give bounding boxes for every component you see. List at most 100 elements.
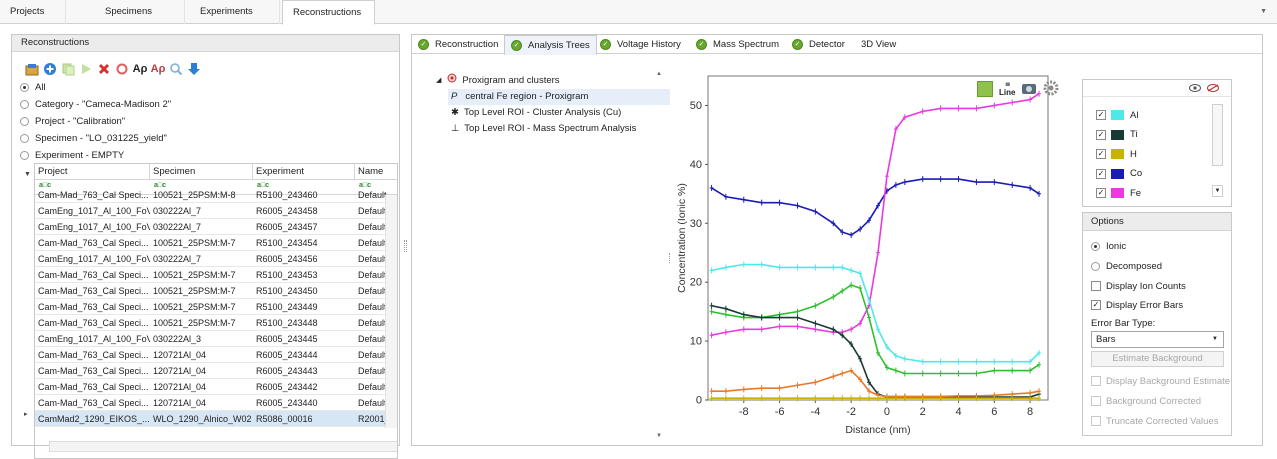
checkbox[interactable]: ✓ xyxy=(1096,110,1106,120)
column-header-name[interactable]: Name xyxy=(358,166,384,177)
table-row[interactable]: CamEng_1017_Al_100_FoV 030222Al_7 R6005_24… xyxy=(35,219,397,235)
estimate-background-button[interactable]: Estimate Background xyxy=(1091,351,1224,367)
table-row[interactable]: CamEng_1017_Al_100_FoV 030222Al_7 R6005_24… xyxy=(35,251,397,267)
chevron-down-icon[interactable]: ▼ xyxy=(1260,8,1267,15)
radio-button[interactable] xyxy=(20,134,29,143)
tree-node-proxigram[interactable]: P central Fe region - Proxigram xyxy=(448,89,670,105)
checkbox[interactable]: ✓ xyxy=(1096,168,1106,179)
splitter-handle[interactable] xyxy=(404,240,407,252)
option-display-background-estimate[interactable]: Display Background Estimate xyxy=(1091,374,1230,388)
filter-experiment[interactable]: Experiment - EMPTY xyxy=(20,148,124,163)
legend-item[interactable]: ✓ Co xyxy=(1096,166,1142,182)
filter-cell[interactable]: a□c xyxy=(39,182,52,189)
checkbox[interactable] xyxy=(1091,416,1101,426)
tab-experiments[interactable]: Experiments xyxy=(190,0,280,24)
checkbox[interactable]: ✓ xyxy=(1091,300,1101,310)
table-row[interactable]: Cam-Mad_763_Cal Speci... 100521_25PSM:M-7… xyxy=(35,235,397,251)
checkbox[interactable]: ✓ xyxy=(1096,149,1106,159)
table-row[interactable]: Cam-Mad_763_Cal Speci... 120721Al_04 R6005… xyxy=(35,363,397,379)
tab-analysis-trees[interactable]: ✓ Analysis Trees xyxy=(504,35,597,55)
checkbox[interactable] xyxy=(1091,396,1101,406)
radio-button[interactable] xyxy=(20,83,29,92)
table-row[interactable]: Cam-Mad_763_Cal Speci... 120721Al_04 R6005… xyxy=(35,347,397,363)
option-background-corrected[interactable]: Background Corrected xyxy=(1091,394,1201,408)
checkbox[interactable]: ✓ xyxy=(1096,129,1106,140)
column-header-experiment[interactable]: Experiment xyxy=(253,164,355,180)
refresh-icon[interactable] xyxy=(114,61,130,77)
download-icon[interactable] xyxy=(186,61,202,77)
option-display-ion-counts[interactable]: Display Ion Counts xyxy=(1091,279,1186,293)
radio-button[interactable] xyxy=(20,151,29,160)
copy-icon[interactable] xyxy=(60,61,76,77)
add-icon[interactable] xyxy=(42,61,58,77)
table-row[interactable]: CamEng_1017_Al_100_FoV 030222Al_3 R6005_24… xyxy=(35,331,397,347)
table-row[interactable]: Cam-Mad_763_Cal Speci... 100521_25PSM:M-7… xyxy=(35,299,397,315)
table-row[interactable]: CamMad2_1290_EIKOS_... WLO_1290_Alnico_W0… xyxy=(35,411,397,427)
option-ionic[interactable]: Ionic xyxy=(1091,239,1126,253)
radio-button[interactable] xyxy=(1091,241,1100,251)
tree-node-mass-spectrum[interactable]: ⊥ Top Level ROI - Mass Spectrum Analysis xyxy=(448,121,636,137)
legend-item[interactable]: ✓ H xyxy=(1096,146,1137,162)
scroll-up-icon[interactable]: ▲ xyxy=(656,71,662,77)
radio-button[interactable] xyxy=(1091,261,1100,271)
tab-voltage-history[interactable]: ✓ Voltage History xyxy=(600,35,681,54)
gear-icon[interactable] xyxy=(1043,80,1059,98)
option-decomposed[interactable]: Decomposed xyxy=(1091,259,1162,273)
table-row[interactable]: CamEng_1017_Al_100_FoV 030222Al_7 R6005_24… xyxy=(35,203,397,219)
tab-mass-spectrum[interactable]: ✓ Mass Spectrum xyxy=(696,35,779,54)
tree-node-cluster[interactable]: ✱ Top Level ROI - Cluster Analysis (Cu) xyxy=(448,105,621,121)
checkbox[interactable] xyxy=(1091,281,1101,291)
ap-edit-icon[interactable]: Aρ xyxy=(150,63,166,75)
scroll-down-icon[interactable]: ▼ xyxy=(656,433,662,439)
tab-3d-view[interactable]: 3D View xyxy=(861,35,896,54)
tab-reconstructions[interactable]: Reconstructions xyxy=(282,0,375,25)
filter-cell[interactable]: a□c xyxy=(359,182,372,189)
tab-projects[interactable]: Projects xyxy=(0,0,66,24)
table-row[interactable]: Cam-Mad_763_Cal Speci... 120721Al_04 R6005… xyxy=(35,395,397,411)
error-bar-type-select[interactable]: Bars ▼ xyxy=(1091,331,1224,348)
checkbox[interactable] xyxy=(1091,376,1101,386)
proxigram-chart[interactable]: 0 10 20 30 40 50 -8 -6 -4 -2 0 2 4 6 8 Distance (nm) Con… xyxy=(670,70,1075,448)
checkbox[interactable]: ✓ xyxy=(1096,188,1106,198)
chart-type-icon[interactable] xyxy=(977,81,993,97)
filter-cell[interactable]: a□c xyxy=(154,182,167,189)
option-truncate-corrected-values[interactable]: Truncate Corrected Values xyxy=(1091,414,1218,428)
legend-scrollbar[interactable] xyxy=(1212,104,1223,166)
option-display-error-bars[interactable]: ✓ Display Error Bars xyxy=(1091,298,1183,312)
radio-button[interactable] xyxy=(20,100,29,109)
filter-category[interactable]: Category - "Cameca-Madison 2" xyxy=(20,97,171,112)
search-icon[interactable] xyxy=(168,61,184,77)
filter-project[interactable]: Project - "Calibration" xyxy=(20,114,125,129)
tab-specimens[interactable]: Specimens xyxy=(95,0,185,24)
delete-icon[interactable] xyxy=(96,61,112,77)
table-row[interactable]: Cam-Mad_763_Cal Speci... 100521_25PSM:M-7… xyxy=(35,315,397,331)
column-header-specimen[interactable]: Specimen xyxy=(150,164,253,180)
eye-hidden-icon[interactable] xyxy=(1207,84,1219,94)
expand-icon[interactable]: ◢ xyxy=(436,77,442,84)
filter-all[interactable]: All xyxy=(20,80,46,95)
ap-icon[interactable]: Aρ xyxy=(132,63,148,75)
radio-button[interactable] xyxy=(20,117,29,126)
splitter-handle[interactable] xyxy=(669,253,671,263)
filter-funnel-icon[interactable]: ▼ xyxy=(24,171,31,178)
run-icon[interactable] xyxy=(78,61,94,77)
table-row[interactable]: Cam-Mad_763_Cal Speci... 120721Al_04 R6005… xyxy=(35,379,397,395)
legend-item[interactable]: ✓ Ti xyxy=(1096,127,1138,143)
tab-reconstruction[interactable]: ✓ Reconstruction xyxy=(418,35,498,54)
vertical-scrollbar[interactable] xyxy=(385,195,397,428)
eye-icon[interactable] xyxy=(1189,84,1201,94)
table-row[interactable]: Cam-Mad_763_Cal Speci... 100521_25PSM:M-7… xyxy=(35,283,397,299)
chevron-down-icon[interactable]: ▼ xyxy=(1212,185,1223,197)
import-icon[interactable] xyxy=(24,61,40,77)
column-header-project[interactable]: Project xyxy=(35,164,150,180)
filter-specimen[interactable]: Specimen - "LO_031225_yield" xyxy=(20,131,167,146)
line-mode-button[interactable]: ıııııı Line xyxy=(999,82,1016,97)
camera-icon[interactable] xyxy=(1021,81,1037,97)
filter-cell[interactable]: a□c xyxy=(257,182,270,189)
table-row[interactable]: Cam-Mad_763_Cal Speci... 100521_25PSM:M-8… xyxy=(35,187,397,203)
horizontal-scrollbar[interactable] xyxy=(49,441,397,452)
legend-item[interactable]: ✓ Fe xyxy=(1096,185,1141,201)
tree-root[interactable]: ◢ Proxigram and clusters xyxy=(436,73,560,89)
tab-detector[interactable]: ✓ Detector xyxy=(792,35,845,54)
legend-item[interactable]: ✓ Al xyxy=(1096,107,1138,123)
